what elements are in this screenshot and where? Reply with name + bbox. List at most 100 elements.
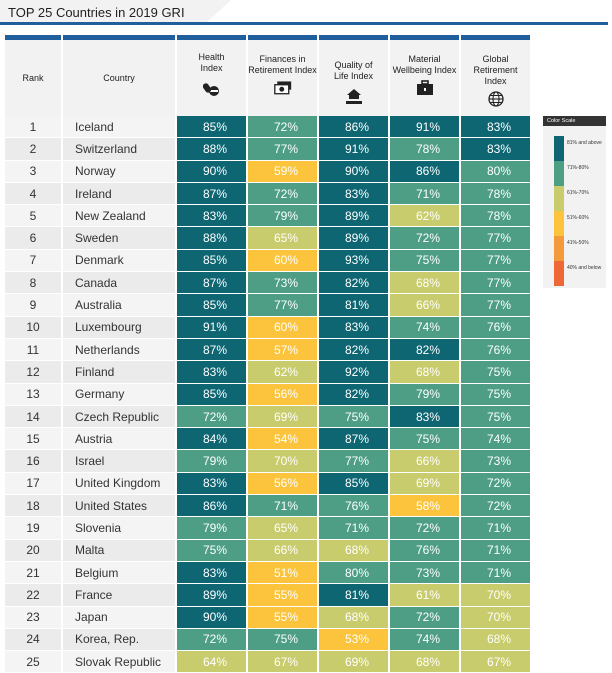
money-stack-icon [273, 81, 291, 95]
title-tab [0, 0, 205, 24]
header-material-label: Material Wellbeing Index [392, 54, 457, 75]
country-cell: Canada [63, 272, 175, 295]
rank-cell: 14 [5, 405, 61, 429]
health-value-cell: 83% [177, 361, 246, 384]
country-cell: Slovak Republic [63, 651, 175, 673]
table-row: 20 Malta 75% 66% 68% 76% 71% [5, 539, 530, 562]
material-value-cell: 58% [390, 495, 459, 518]
table-row: 8 Canada 87% 73% 82% 68% 77% [5, 272, 530, 295]
health-value-cell: 89% [177, 584, 246, 607]
table-row: 1 Iceland 85% 72% 86% 91% 83% [5, 116, 530, 139]
finances-value-cell: 59% [248, 160, 317, 183]
header-country: Country [63, 35, 175, 116]
global-value-cell: 75% [461, 361, 530, 384]
global-value-cell: 75% [461, 383, 530, 406]
global-value-cell: 83% [461, 138, 530, 161]
global-value-cell: 71% [461, 517, 530, 540]
quality-value-cell: 86% [319, 116, 388, 139]
table-row: 10 Luxembourg 91% 60% 83% 74% 76% [5, 316, 530, 339]
header-global: Global Retirement Index [461, 35, 530, 116]
global-value-cell: 71% [461, 539, 530, 562]
quality-value-cell: 83% [319, 316, 388, 339]
rank-cell: 17 [5, 472, 61, 496]
finances-value-cell: 60% [248, 249, 317, 273]
house-hand-icon [345, 89, 362, 104]
rank-cell: 9 [5, 294, 61, 317]
table-row: 16 Israel 79% 70% 77% 66% 73% [5, 450, 530, 473]
header-rank-label: Rank [22, 73, 44, 83]
finances-value-cell: 60% [248, 316, 317, 339]
material-value-cell: 74% [390, 628, 459, 652]
finances-value-cell: 72% [248, 116, 317, 139]
finances-value-cell: 75% [248, 628, 317, 652]
table-row: 19 Slovenia 79% 65% 71% 72% 71% [5, 517, 530, 540]
legend-swatch [554, 236, 564, 261]
legend-swatch [554, 261, 564, 286]
table-row: 18 United States 86% 71% 76% 58% 72% [5, 495, 530, 518]
health-value-cell: 85% [177, 249, 246, 273]
rank-cell: 15 [5, 428, 61, 451]
finances-value-cell: 79% [248, 205, 317, 228]
rank-cell: 8 [5, 272, 61, 295]
material-value-cell: 73% [390, 561, 459, 585]
quality-value-cell: 80% [319, 561, 388, 585]
legend-swatch [554, 161, 564, 186]
table-row: 12 Finland 83% 62% 92% 68% 75% [5, 361, 530, 384]
material-value-cell: 74% [390, 316, 459, 339]
finances-value-cell: 65% [248, 227, 317, 250]
health-value-cell: 90% [177, 160, 246, 183]
material-value-cell: 68% [390, 361, 459, 384]
quality-value-cell: 82% [319, 272, 388, 295]
quality-value-cell: 68% [319, 606, 388, 629]
health-value-cell: 87% [177, 338, 246, 362]
material-value-cell: 83% [390, 405, 459, 429]
material-value-cell: 82% [390, 338, 459, 362]
table-row: 13 Germany 85% 56% 82% 79% 75% [5, 383, 530, 406]
rank-cell: 21 [5, 561, 61, 585]
header-quality: Quality of Life Index [319, 35, 388, 116]
rank-cell: 24 [5, 628, 61, 652]
rank-cell: 22 [5, 584, 61, 607]
rank-cell: 16 [5, 450, 61, 473]
health-value-cell: 85% [177, 383, 246, 406]
quality-value-cell: 81% [319, 294, 388, 317]
header-health: Health Index [177, 35, 246, 116]
country-cell: Denmark [63, 249, 175, 273]
rank-cell: 13 [5, 383, 61, 406]
global-value-cell: 78% [461, 205, 530, 228]
legend-label: 71%-80% [567, 165, 589, 171]
header-health-label: Health Index [198, 52, 225, 73]
country-cell: Belgium [63, 561, 175, 585]
table-row: 23 Japan 90% 55% 68% 72% 70% [5, 606, 530, 629]
table-row: 22 France 89% 55% 81% 61% 70% [5, 584, 530, 607]
rank-cell: 10 [5, 316, 61, 339]
material-value-cell: 72% [390, 606, 459, 629]
rank-cell: 5 [5, 205, 61, 228]
health-value-cell: 72% [177, 628, 246, 652]
legend-label: 61%-70% [567, 190, 589, 196]
global-value-cell: 71% [461, 561, 530, 585]
global-value-cell: 73% [461, 450, 530, 473]
material-value-cell: 61% [390, 584, 459, 607]
quality-value-cell: 68% [319, 539, 388, 562]
global-value-cell: 83% [461, 116, 530, 139]
country-cell: New Zealand [63, 205, 175, 228]
color-scale-legend: Color Scale 81% and above 71%-80% 61%-70% 5… [543, 116, 606, 288]
title-tab-corner [205, 0, 231, 24]
health-value-cell: 91% [177, 316, 246, 339]
quality-value-cell: 89% [319, 227, 388, 250]
header-global-label: Global Retirement Index [473, 54, 518, 86]
material-value-cell: 68% [390, 651, 459, 673]
material-value-cell: 78% [390, 138, 459, 161]
finances-value-cell: 54% [248, 428, 317, 451]
country-cell: Switzerland [63, 138, 175, 161]
global-value-cell: 70% [461, 584, 530, 607]
table-row: 21 Belgium 83% 51% 80% 73% 71% [5, 561, 530, 585]
quality-value-cell: 89% [319, 205, 388, 228]
header-finances: Finances in Retirement Index [248, 35, 317, 116]
quality-value-cell: 81% [319, 584, 388, 607]
finances-value-cell: 56% [248, 383, 317, 406]
global-value-cell: 77% [461, 272, 530, 295]
health-value-cell: 64% [177, 651, 246, 673]
rank-cell: 7 [5, 249, 61, 273]
